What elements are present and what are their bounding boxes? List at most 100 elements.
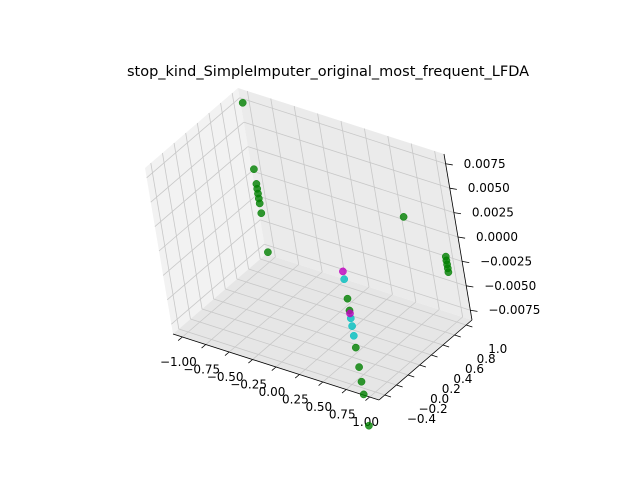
z-tick-mark: [453, 212, 462, 215]
y-tick-mark: [396, 384, 403, 388]
grid-line: [251, 170, 459, 238]
grid-line: [252, 279, 346, 360]
grid-line: [182, 256, 276, 338]
x-tick-label: −0.25: [230, 378, 267, 392]
grid-line: [322, 301, 417, 383]
x-tick-label: −1.00: [160, 355, 197, 369]
grid-line: [247, 146, 455, 213]
y-tick-mark: [407, 374, 415, 378]
grid-line: [255, 195, 463, 262]
grid-line: [205, 264, 300, 345]
data-point: [343, 294, 352, 303]
z-tick-mark: [466, 285, 474, 288]
grid-line: [260, 258, 467, 326]
x-tick-label: −0.50: [207, 370, 244, 384]
grid-line: [264, 243, 471, 311]
y-tick-label: 0.0: [430, 392, 449, 406]
data-point: [348, 322, 356, 330]
z-tick-mark: [445, 163, 453, 166]
y-tick-mark: [454, 334, 461, 338]
data-point: [264, 248, 272, 257]
y-tick-mark: [466, 324, 473, 328]
data-point: [351, 343, 360, 352]
data-point: [355, 363, 363, 371]
x-tick-mark: [365, 396, 370, 401]
grid-line: [260, 219, 467, 287]
y-tick-label: 0.2: [442, 382, 461, 396]
y-axis-line: [378, 319, 473, 401]
y-tick-label: −0.2: [418, 402, 447, 416]
grid-line: [275, 286, 370, 368]
grid-line: [345, 309, 440, 390]
x-tick-label: 0.00: [259, 385, 286, 399]
data-point: [340, 275, 349, 284]
z-tick-label: −0.0050: [484, 279, 536, 293]
data-point: [250, 165, 258, 174]
x-tick-mark: [248, 359, 253, 364]
x-tick-label: 0.25: [282, 393, 309, 407]
y-tick-mark: [419, 364, 426, 368]
grid-line: [248, 268, 455, 336]
x-tick-label: 0.50: [305, 400, 332, 414]
z-tick-label: 0.0025: [472, 206, 514, 220]
grid-line: [166, 219, 261, 301]
z-tick-mark: [462, 261, 470, 263]
y-tick-label: 1.0: [488, 342, 507, 356]
x-tick-mark: [177, 336, 183, 341]
data-point: [359, 390, 368, 399]
x-tick-mark: [294, 374, 300, 379]
grid-line: [239, 97, 446, 165]
chart-title: stop_kind_SimpleImputer_original_most_fr…: [126, 64, 530, 80]
grid-line: [369, 316, 463, 398]
data-point: [365, 421, 373, 430]
y-tick-label: 0.8: [477, 352, 496, 366]
grid-line: [158, 170, 253, 252]
grid-line: [146, 97, 240, 179]
axis-ticks: −1.00−0.75−0.50−0.250.000.250.500.751.00…: [160, 157, 540, 429]
z-tick-label: 0.0050: [468, 181, 510, 195]
grid-line: [243, 121, 450, 189]
z-tick-label: −0.0075: [488, 303, 540, 317]
y-tick-label: 0.4: [453, 372, 472, 386]
x-tick-mark: [318, 381, 324, 386]
data-point: [238, 98, 247, 107]
data-point: [346, 309, 354, 318]
x-tick-mark: [341, 389, 347, 394]
grid-line: [236, 278, 444, 346]
x-tick-label: 0.75: [329, 408, 356, 422]
y-tick-mark: [431, 354, 438, 358]
y-tick-label: 0.6: [465, 362, 484, 376]
grid-line: [150, 121, 245, 203]
grid-line: [154, 146, 249, 227]
axis-panes: [145, 88, 472, 400]
x-tick-mark: [201, 344, 207, 349]
data-point: [349, 331, 358, 340]
grid-line: [171, 243, 265, 325]
grid-lines: [146, 90, 471, 398]
grid-line: [225, 288, 432, 356]
y-tick-mark: [384, 394, 392, 398]
grid-line: [178, 328, 385, 396]
z-tick-mark: [470, 309, 478, 312]
data-points: [238, 98, 453, 430]
z-tick-label: −0.0025: [480, 254, 532, 268]
z-tick-mark: [457, 236, 466, 239]
z-tick-label: 0.0000: [476, 230, 518, 244]
x-tick-mark: [271, 366, 277, 371]
z-tick-label: 0.0075: [464, 157, 506, 171]
data-point: [257, 209, 266, 218]
grid-line: [213, 298, 420, 366]
z-tick-mark: [449, 187, 457, 190]
grid-line: [299, 294, 393, 375]
data-point: [444, 268, 453, 277]
data-point: [339, 267, 347, 276]
grid-line: [162, 195, 257, 276]
data-point: [255, 199, 264, 208]
grid-line: [190, 318, 397, 386]
x-tick-mark: [224, 351, 230, 356]
y-tick-mark: [442, 344, 450, 348]
grid-line: [228, 271, 323, 353]
data-point: [399, 213, 408, 221]
data-point: [357, 377, 366, 386]
